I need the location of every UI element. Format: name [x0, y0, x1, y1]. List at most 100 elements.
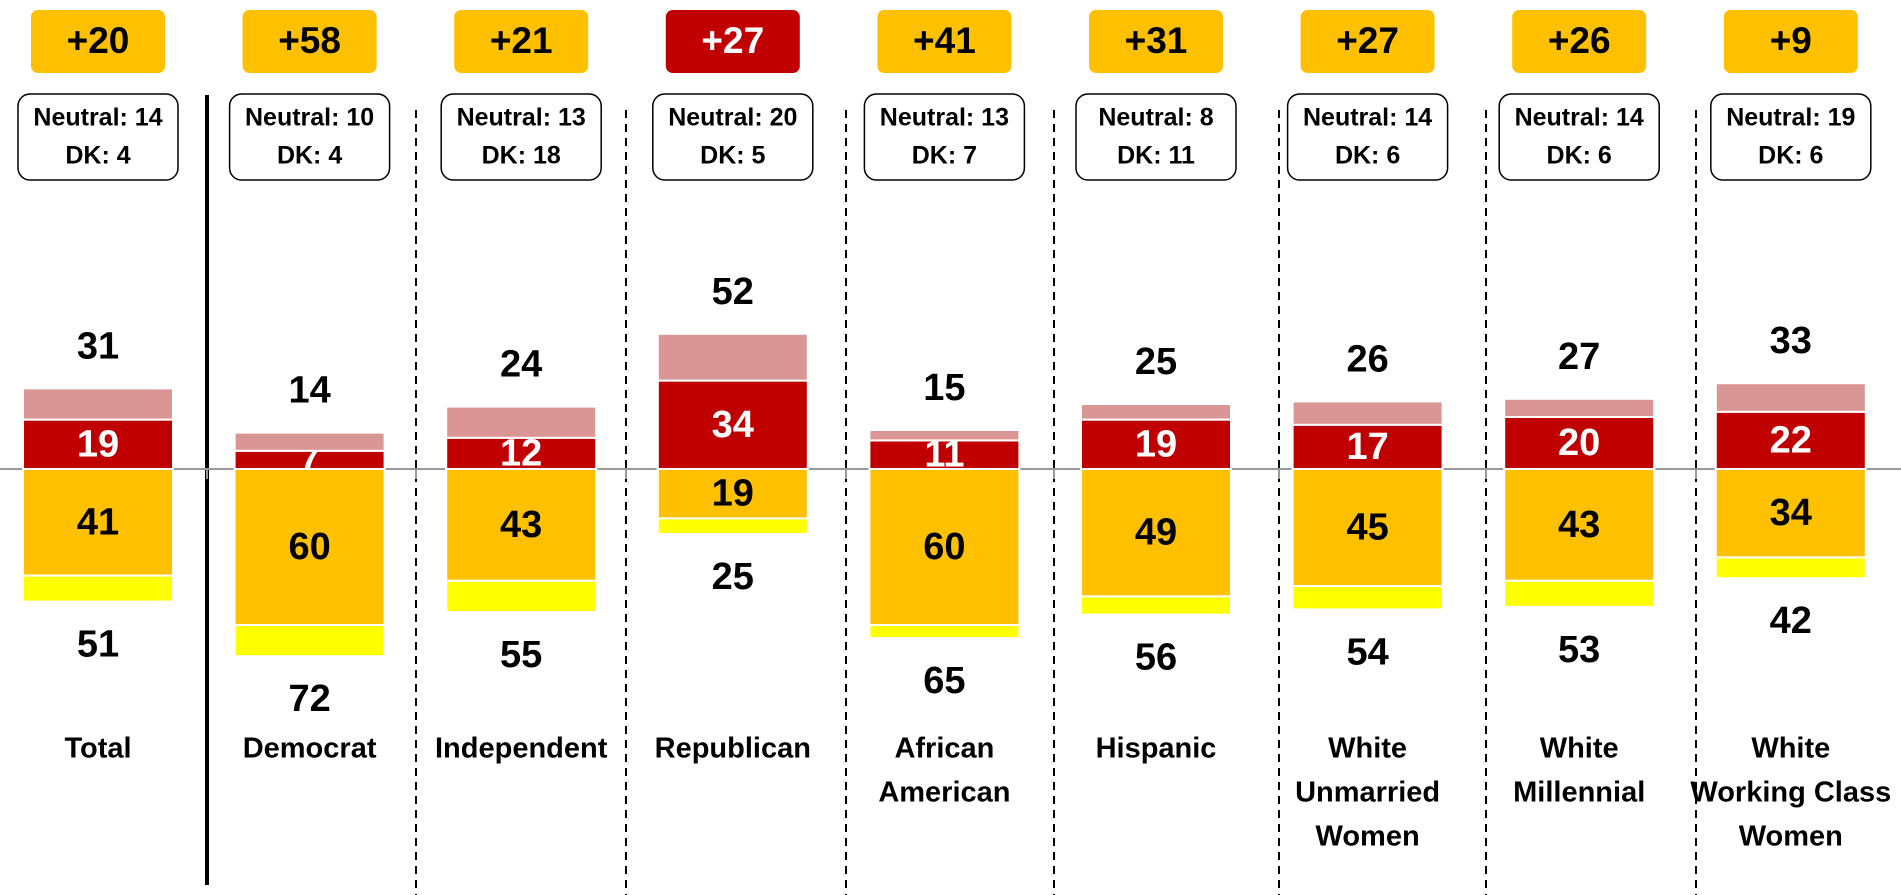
- segment-label: 45: [1346, 507, 1388, 549]
- top-total: 27: [1558, 336, 1600, 378]
- category-label: White: [1328, 733, 1407, 765]
- net-label: +58: [278, 20, 341, 61]
- bottom-total: 55: [500, 634, 542, 676]
- bar-segment: [1291, 468, 1444, 587]
- bar-segment: [1080, 403, 1232, 421]
- neutral-box: [17, 93, 179, 181]
- category-label: White: [1540, 733, 1619, 765]
- net-box: [665, 10, 800, 73]
- top-total: 33: [1770, 320, 1812, 362]
- dk-label: DK: 7: [912, 142, 977, 170]
- net-label: +27: [701, 20, 764, 61]
- category-label: Unmarried: [1295, 777, 1440, 809]
- segment-label: 60: [923, 526, 965, 568]
- top-total: 26: [1346, 338, 1388, 380]
- category-label: Millennial: [1513, 777, 1645, 809]
- dk-label: DK: 4: [277, 142, 342, 170]
- bar-segment: [1080, 595, 1232, 616]
- segment-label: 43: [1558, 504, 1600, 546]
- neutral-box: [1075, 93, 1237, 181]
- dk-label: DK: 5: [700, 142, 765, 170]
- segment-label: 17: [1346, 426, 1388, 468]
- category-label: African: [894, 733, 994, 765]
- net-label: +41: [913, 20, 976, 61]
- neutral-label: Neutral: 13: [880, 104, 1009, 132]
- bar-segment: [233, 624, 386, 658]
- dk-label: DK: 11: [1117, 142, 1195, 170]
- category-label: American: [878, 777, 1010, 809]
- net-box: [31, 10, 165, 73]
- bar-segment: [1714, 556, 1867, 580]
- neutral-label: Neutral: 20: [668, 104, 797, 132]
- neutral-label: Neutral: 13: [457, 104, 586, 132]
- neutral-box: [652, 93, 814, 181]
- dk-label: DK: 6: [1335, 142, 1400, 170]
- segment-label: 34: [712, 404, 754, 446]
- net-label: +26: [1548, 20, 1611, 61]
- category-label: Independent: [435, 733, 608, 765]
- bar-segment: [233, 431, 386, 452]
- neutral-box: [1498, 93, 1660, 181]
- neutral-label: Neutral: 10: [245, 104, 374, 132]
- neutral-box: [228, 93, 391, 181]
- dk-label: DK: 18: [482, 142, 561, 170]
- top-total: 24: [500, 344, 542, 386]
- bottom-total: 65: [923, 660, 965, 702]
- bar-segment: [1714, 382, 1867, 413]
- bottom-total: 56: [1135, 637, 1177, 679]
- category-label: Women: [1315, 821, 1419, 853]
- bar-segment: [1291, 585, 1444, 611]
- bar-segment: [656, 517, 809, 536]
- segment-label: 19: [77, 423, 119, 465]
- bottom-total: 51: [77, 624, 119, 666]
- bottom-total: 54: [1346, 631, 1388, 673]
- segment-label: 34: [1770, 492, 1812, 534]
- dk-label: DK: 4: [65, 142, 130, 170]
- neutral-label: Neutral: 14: [1515, 104, 1644, 132]
- bar-segment: [445, 579, 598, 613]
- category-label: Democrat: [243, 733, 377, 765]
- segment-label: 19: [712, 473, 754, 515]
- bar-segment: [656, 332, 809, 382]
- bottom-total: 72: [288, 678, 330, 720]
- bottom-total: 25: [712, 556, 754, 598]
- top-total: 25: [1135, 341, 1177, 383]
- segment-label: 22: [1770, 419, 1812, 461]
- bar-segment: [656, 379, 809, 471]
- neutral-box: [1710, 93, 1872, 181]
- net-box: [1300, 10, 1435, 73]
- bar-segment: [233, 468, 386, 626]
- bottom-total: 53: [1558, 629, 1600, 671]
- category-label: Hispanic: [1096, 733, 1217, 765]
- neutral-label: Neutral: 14: [1303, 104, 1432, 132]
- neutral-label: Neutral: 19: [1726, 104, 1855, 132]
- bar-segment: [1503, 397, 1656, 418]
- bar-segment: [1080, 468, 1232, 598]
- bar-segment: [22, 468, 174, 577]
- net-label: +27: [1336, 20, 1399, 61]
- bar-segment: [445, 468, 598, 582]
- bar-segment: [868, 439, 1021, 470]
- top-total: 52: [712, 271, 754, 313]
- neutral-label: Neutral: 14: [33, 104, 162, 132]
- net-label: +21: [490, 20, 553, 61]
- net-label: +31: [1125, 20, 1188, 61]
- bar-segment: [1503, 579, 1656, 608]
- top-total: 31: [77, 325, 119, 367]
- category-label: Women: [1739, 821, 1843, 853]
- bar-segment: [1291, 400, 1444, 426]
- net-box: [454, 10, 589, 73]
- category-label: Working Class: [1690, 777, 1891, 809]
- neutral-label: Neutral: 8: [1098, 104, 1213, 132]
- net-label: +9: [1770, 20, 1812, 61]
- segment-label: 12: [500, 432, 542, 474]
- dk-label: DK: 6: [1547, 142, 1612, 170]
- net-box: [1089, 10, 1223, 73]
- segment-label: 49: [1135, 512, 1177, 554]
- bar-segment: [868, 429, 1021, 442]
- neutral-box: [863, 93, 1026, 181]
- dk-label: DK: 6: [1758, 142, 1823, 170]
- neutral-box: [440, 93, 602, 181]
- neutral-box: [1286, 93, 1449, 181]
- bottom-total: 42: [1770, 600, 1812, 642]
